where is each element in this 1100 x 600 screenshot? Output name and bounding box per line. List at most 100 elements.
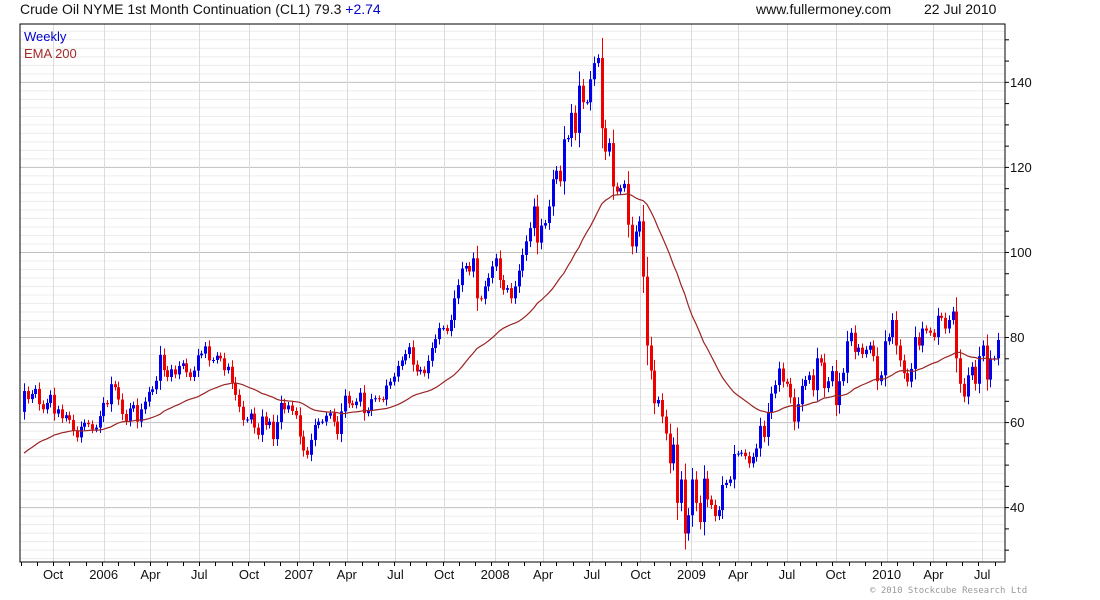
candle-body	[619, 188, 622, 192]
candle	[552, 169, 555, 216]
candle-body	[65, 415, 68, 419]
candle	[117, 381, 120, 406]
candle	[234, 376, 237, 401]
candle-body	[940, 315, 943, 318]
candle-body	[759, 425, 762, 449]
candle-body	[408, 347, 411, 355]
candle-body	[502, 280, 505, 290]
candle-body	[404, 354, 407, 361]
candle-body	[453, 298, 456, 321]
candle	[593, 56, 596, 86]
candle-body	[442, 328, 445, 330]
y-tick-label: 60	[1010, 415, 1024, 430]
grid	[20, 24, 1005, 562]
candle-body	[276, 422, 279, 440]
candle	[46, 398, 49, 414]
candle-body	[978, 356, 981, 384]
candle-body	[114, 384, 117, 388]
candle-body	[540, 225, 543, 243]
x-tick-label: Apr	[140, 567, 161, 582]
candle	[944, 312, 947, 334]
x-tick-label: Apr	[728, 567, 749, 582]
candle	[846, 330, 849, 384]
candle-body	[302, 436, 305, 451]
candle-body	[34, 388, 37, 395]
candle-body	[155, 380, 158, 390]
candle-body	[955, 311, 958, 359]
candle-body	[163, 354, 166, 371]
candle	[317, 418, 320, 429]
candle	[748, 451, 751, 468]
site-url[interactable]: www.fullermoney.com	[756, 1, 892, 17]
candle	[404, 349, 407, 365]
candle-body	[166, 370, 169, 377]
candle-body	[559, 170, 562, 182]
candle-body	[755, 448, 758, 457]
candle-body	[216, 355, 219, 360]
candle-body	[412, 347, 415, 365]
price-change: +2.74	[345, 1, 381, 17]
candle-body	[752, 456, 755, 464]
candle	[604, 119, 607, 160]
x-tick-label: Jul	[583, 567, 600, 582]
candle	[774, 380, 777, 399]
candle	[536, 194, 539, 255]
candle	[144, 397, 147, 414]
candle-body	[231, 366, 234, 383]
candle	[597, 54, 600, 67]
candle	[567, 135, 570, 143]
candle	[525, 235, 528, 261]
candle	[87, 420, 90, 428]
candle-body	[737, 453, 740, 455]
candle	[472, 252, 475, 278]
candle	[608, 138, 611, 157]
candle	[797, 397, 800, 429]
candle-body	[170, 369, 173, 377]
candle	[676, 427, 679, 521]
legend-ema: EMA 200	[24, 46, 77, 61]
candle-body	[823, 362, 826, 389]
candle-body	[536, 206, 539, 243]
candle	[706, 470, 709, 508]
candle-body	[623, 183, 626, 189]
candle-body	[125, 413, 128, 421]
candle	[340, 403, 343, 443]
candle-body	[189, 372, 192, 377]
candle	[906, 368, 909, 387]
candle-body	[367, 410, 370, 414]
candle-body	[876, 356, 879, 382]
candle	[174, 365, 177, 379]
candle	[151, 386, 154, 396]
copyright: © 2010 Stockcube Research Ltd	[870, 586, 1028, 596]
candle	[514, 280, 517, 304]
candle-body	[291, 405, 294, 412]
candle	[438, 322, 441, 345]
candle-body	[793, 397, 796, 422]
candle	[140, 403, 143, 428]
candle	[963, 378, 966, 403]
candle-body	[434, 339, 437, 349]
candle	[291, 401, 294, 415]
candle	[778, 361, 781, 392]
y-tick-label: 120	[1010, 160, 1032, 175]
candle	[434, 334, 437, 353]
candle	[132, 401, 135, 412]
candle-body	[548, 206, 551, 224]
candle	[310, 433, 313, 462]
candle	[325, 411, 328, 426]
candle	[276, 415, 279, 446]
candle	[476, 245, 479, 311]
candle-body	[850, 332, 853, 342]
candle-body	[246, 419, 249, 421]
candle	[212, 357, 215, 364]
candle-body	[514, 286, 517, 299]
candle	[197, 348, 200, 377]
candle	[419, 366, 422, 375]
candle	[370, 393, 373, 417]
candle-body	[906, 373, 909, 382]
candle-body	[570, 112, 573, 138]
candle	[166, 365, 169, 382]
candle-body	[770, 393, 773, 412]
candle-body	[838, 381, 841, 406]
candle	[665, 409, 668, 441]
